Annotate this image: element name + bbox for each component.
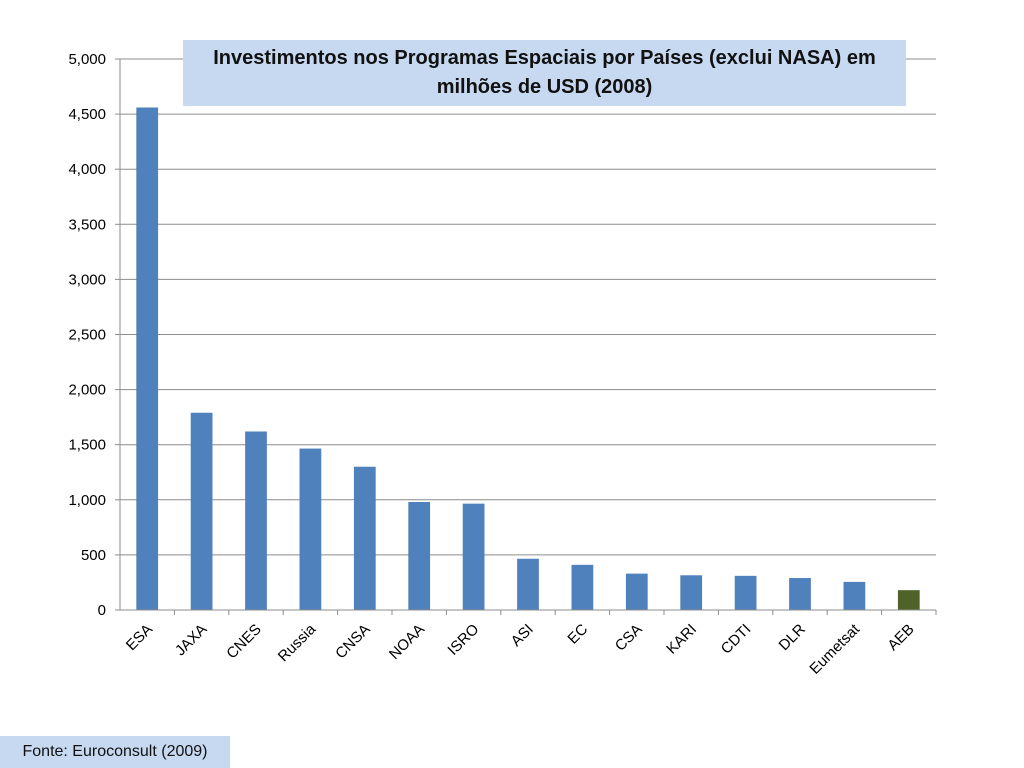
y-tick-label: 0: [98, 602, 106, 619]
bar-csa: [625, 573, 648, 610]
x-tick-label: KARI: [663, 621, 700, 658]
y-tick-label: 3,500: [68, 216, 106, 233]
bar-asi: [517, 558, 539, 610]
x-tick-label: NOAA: [386, 621, 428, 663]
x-tick-label: DLR: [776, 621, 809, 654]
y-tick-label: 1,000: [68, 492, 106, 509]
x-tick-label: ESA: [123, 621, 156, 654]
chart-title: Investimentos nos Programas Espaciais po…: [183, 40, 906, 106]
bar-cdti: [734, 575, 757, 610]
axes: [115, 58, 937, 615]
bar-isro: [462, 503, 485, 610]
x-tick-label: AEB: [884, 621, 917, 654]
bar-russia: [299, 448, 322, 610]
y-tick-label: 4,500: [68, 106, 106, 123]
y-tick-label: 3,000: [68, 271, 106, 288]
x-tick-label: CNES: [223, 621, 264, 662]
x-tick-label: CDTI: [718, 621, 755, 658]
x-tick-label: ASI: [508, 621, 537, 650]
bar-eumetsat: [843, 581, 866, 610]
x-tick-label: JAXA: [172, 621, 211, 660]
bar-kari: [680, 575, 703, 610]
y-tick-label: 2,500: [68, 327, 106, 344]
bar-noaa: [408, 502, 431, 610]
bar-jaxa: [190, 412, 213, 610]
x-tick-label: ISRO: [444, 621, 482, 659]
x-tick-label: CNSA: [332, 621, 373, 662]
x-tick-label: Russia: [275, 620, 320, 665]
bar-dlr: [789, 578, 811, 610]
y-tick-label: 1,500: [68, 437, 106, 454]
y-tick-label: 5,000: [68, 51, 106, 68]
gridlines: [120, 58, 936, 556]
y-tick-label: 4,000: [68, 161, 106, 178]
source-note: Fonte: Euroconsult (2009): [0, 736, 230, 768]
x-tick-labels: ESA JAXA CNES Russia CNSA NOAA ISRO ASI EC CSA KAR…: [123, 620, 918, 677]
x-tick-label: Eumetsat: [806, 620, 863, 677]
bar-esa: [136, 107, 159, 610]
bar-aeb: [897, 590, 920, 610]
y-tick-label: 2,000: [68, 382, 106, 399]
y-tick-labels: 0 500 1,000 1,500 2,000 2,500 3,000 3,500 4,000 4…: [68, 51, 106, 619]
bar-ec: [571, 564, 594, 610]
x-tick-label: CSA: [612, 621, 646, 655]
bar-cnes: [245, 431, 267, 610]
y-tick-label: 500: [81, 547, 106, 564]
bars: [136, 107, 920, 610]
x-tick-label: EC: [564, 621, 591, 648]
bar-cnsa: [353, 466, 376, 610]
